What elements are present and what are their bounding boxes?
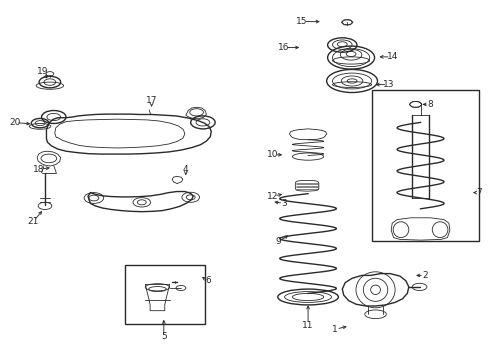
Text: 7: 7: [475, 188, 481, 197]
Text: 2: 2: [422, 271, 427, 280]
Text: 19: 19: [37, 68, 49, 77]
Text: 5: 5: [161, 332, 166, 341]
Bar: [124, 265, 205, 324]
Text: 21: 21: [27, 217, 39, 226]
Text: 4: 4: [183, 165, 188, 174]
Text: 14: 14: [386, 52, 397, 61]
Text: 15: 15: [296, 17, 307, 26]
Text: 10: 10: [266, 150, 278, 159]
Text: 16: 16: [277, 43, 289, 52]
Text: 8: 8: [427, 100, 432, 109]
Text: 11: 11: [302, 321, 313, 330]
Text: 3: 3: [281, 199, 287, 208]
Text: 17: 17: [145, 96, 157, 105]
Bar: [371, 90, 478, 241]
Text: 20: 20: [9, 118, 20, 127]
Text: 12: 12: [266, 192, 278, 201]
Text: 1: 1: [331, 325, 337, 334]
Text: 13: 13: [382, 80, 394, 89]
Text: 9: 9: [275, 237, 281, 246]
Text: 6: 6: [204, 276, 210, 285]
Text: 18: 18: [33, 165, 45, 174]
